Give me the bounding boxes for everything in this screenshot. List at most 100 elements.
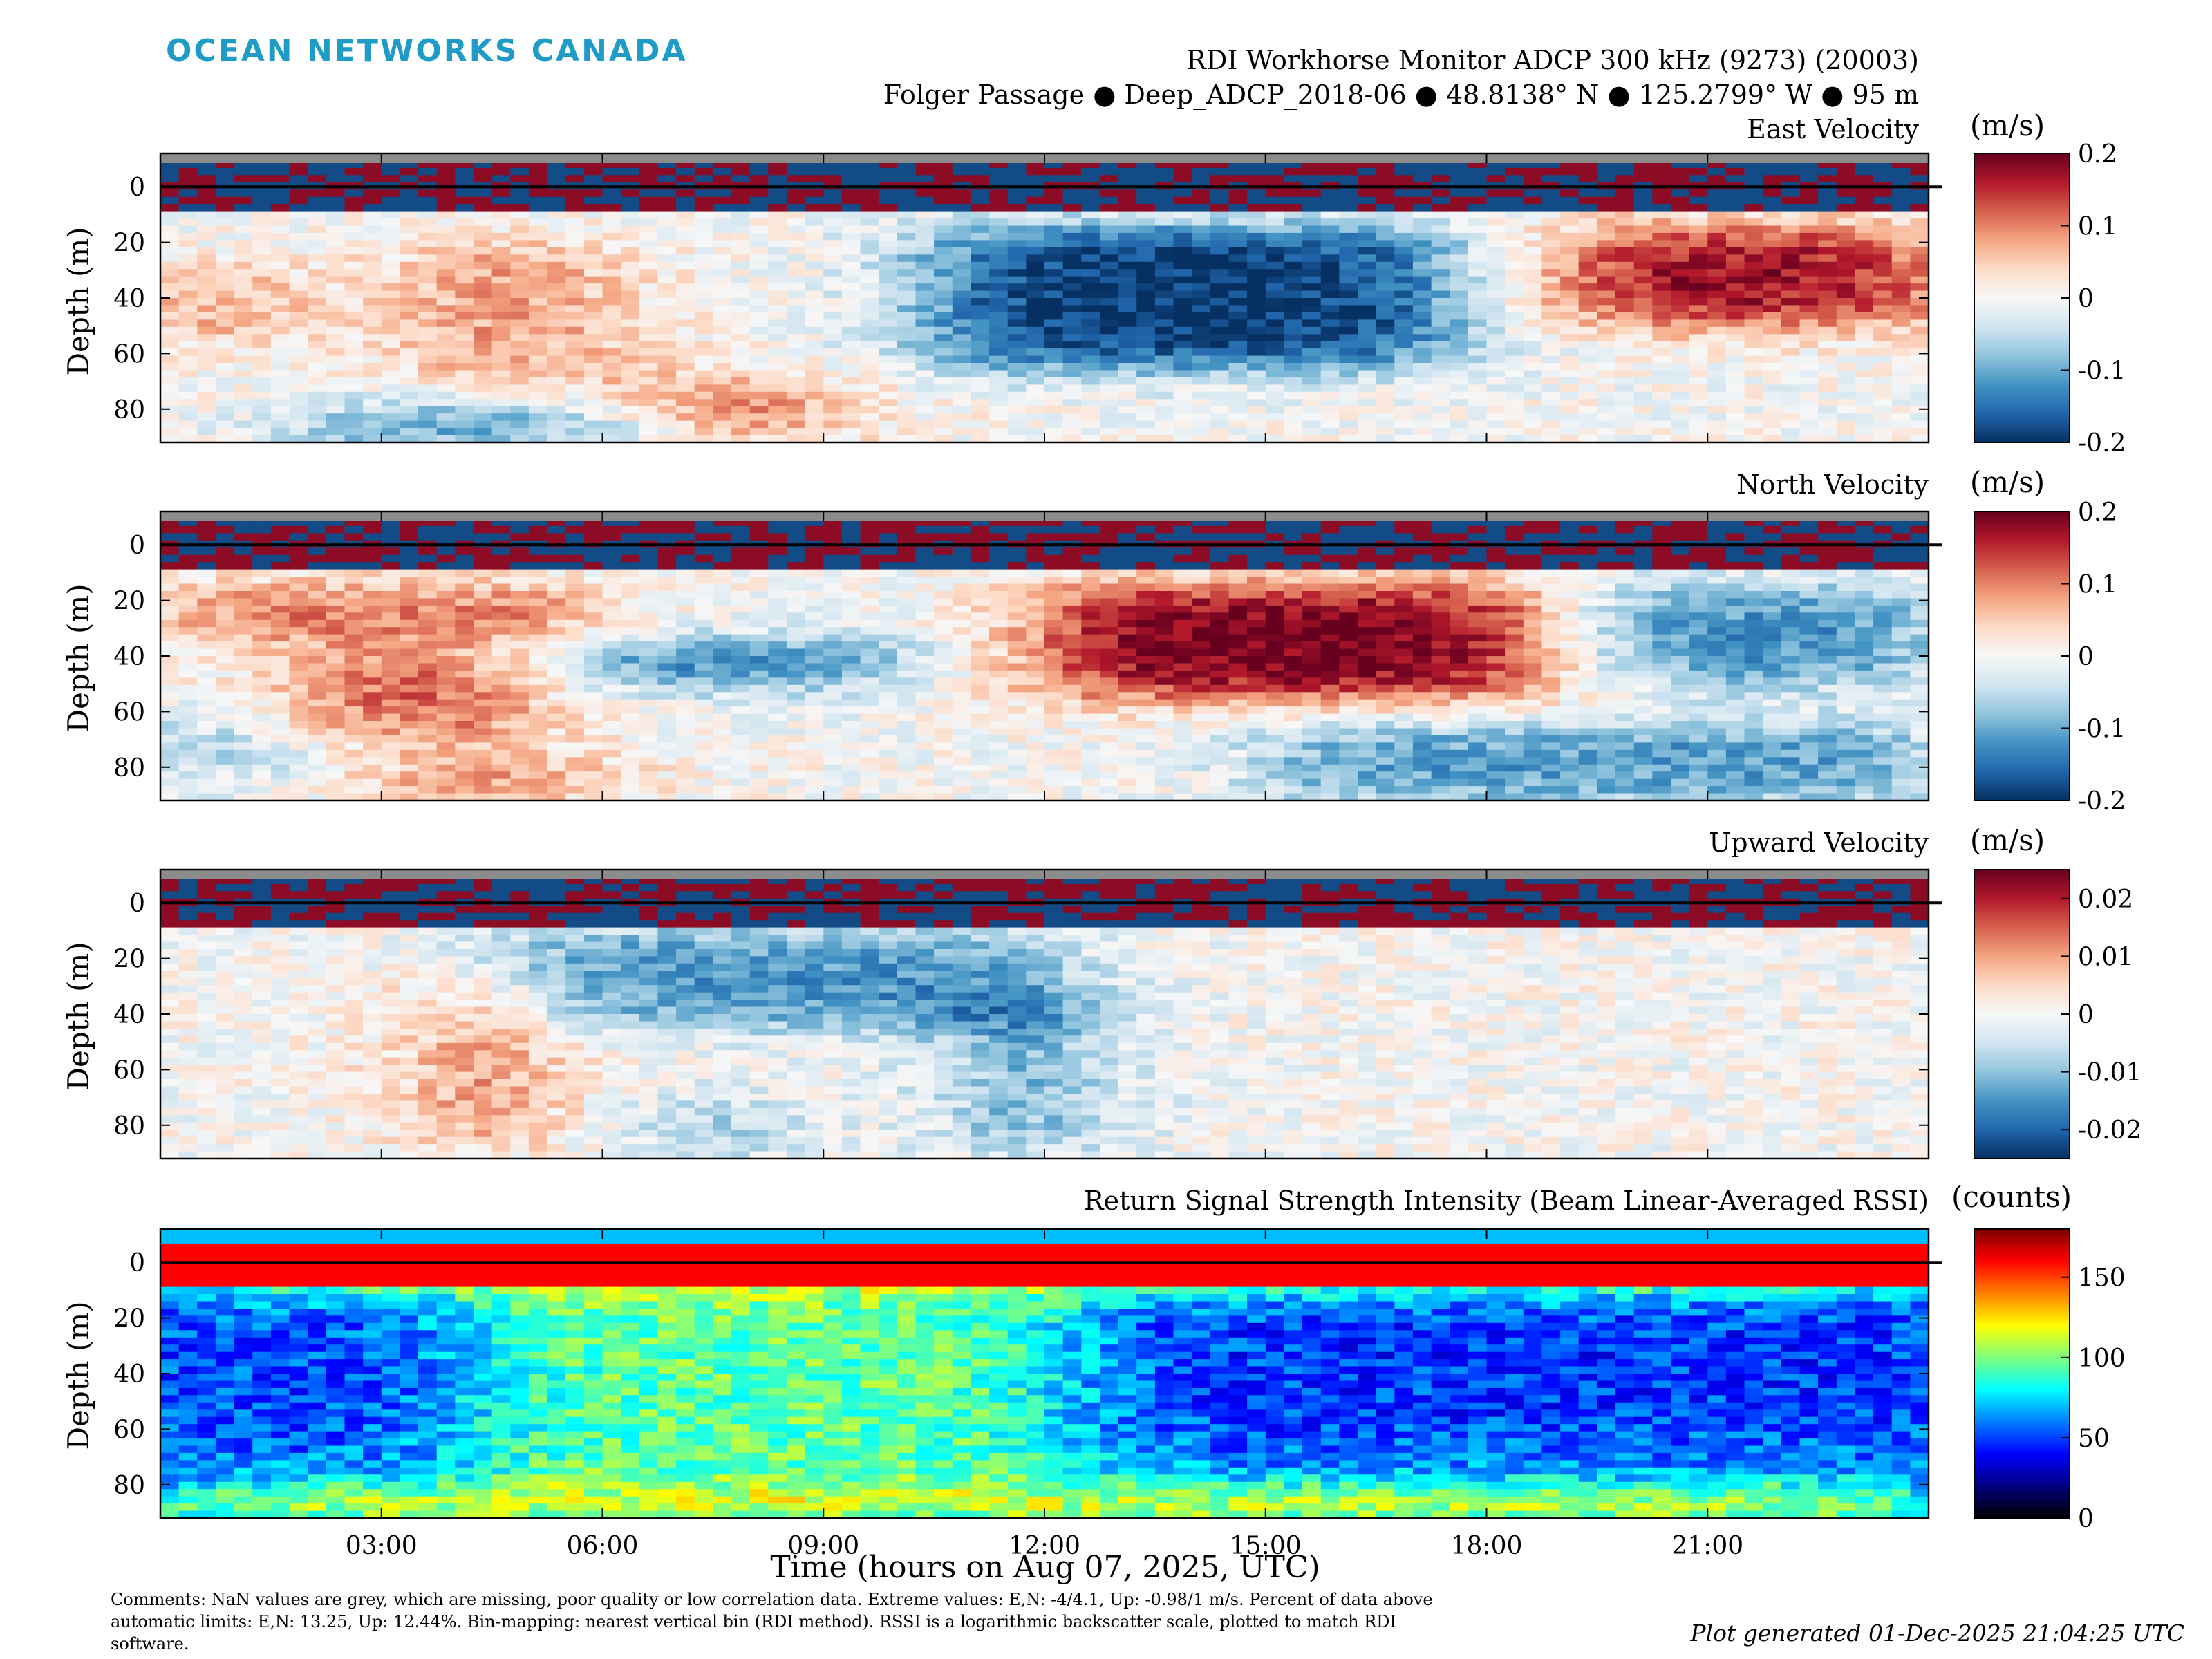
heatmap-cell [510, 435, 529, 443]
heatmap-cell [1855, 391, 1874, 400]
heatmap-cell [1062, 533, 1082, 541]
heatmap-cell [1173, 204, 1192, 212]
heatmap-cell [602, 420, 621, 429]
heatmap-cell [1358, 261, 1377, 270]
heatmap-cell [934, 283, 953, 292]
heatmap-cell [1633, 413, 1653, 422]
heatmap-cell [1597, 341, 1616, 349]
heatmap-cell [768, 370, 787, 378]
heatmap-cell [528, 533, 548, 541]
heatmap-cell [1302, 240, 1322, 248]
heatmap-cell [1154, 554, 1174, 563]
heatmap-cell [1486, 204, 1506, 212]
heatmap-cell [1689, 525, 1708, 534]
heatmap-cell [768, 399, 787, 407]
heatmap-cell [657, 326, 677, 335]
heatmap-cell [363, 160, 382, 169]
heatmap-cell [1725, 533, 1745, 541]
heatmap-cell [1173, 591, 1192, 599]
heatmap-cell [1818, 211, 1837, 219]
heatmap-cell [252, 399, 272, 407]
heatmap-cell [1836, 305, 1855, 313]
heatmap-cell [897, 305, 916, 313]
heatmap-cell [1376, 554, 1395, 563]
heatmap-cell [1855, 363, 1874, 371]
heatmap-cell [1136, 175, 1156, 183]
heatmap-cell [1173, 298, 1192, 306]
heatmap-cell [694, 406, 713, 414]
heatmap-cell [436, 406, 456, 414]
heatmap-cell [823, 175, 843, 183]
heatmap-cell [1836, 247, 1855, 255]
heatmap-cell [1671, 196, 1690, 205]
heatmap-cell [1247, 435, 1266, 443]
heatmap-cell [1044, 533, 1064, 541]
heatmap-cell [547, 225, 566, 234]
heatmap-cell [1118, 591, 1137, 599]
heatmap-cell [805, 160, 824, 169]
heatmap-cell [1247, 247, 1266, 255]
heatmap-cell [694, 420, 713, 429]
heatmap-cell [1302, 326, 1322, 335]
heatmap-cell [1541, 384, 1561, 393]
heatmap-cell [1486, 290, 1506, 299]
heatmap-cell [879, 391, 898, 400]
heatmap-cell [1818, 406, 1837, 414]
heatmap-cell [1744, 377, 1763, 385]
heatmap-cell [1578, 326, 1597, 335]
heatmap-cell [879, 399, 898, 407]
heatmap-cell [1431, 319, 1450, 328]
heatmap-cell [1339, 305, 1358, 313]
heatmap-cell [841, 435, 861, 443]
heatmap-cell [565, 247, 585, 255]
heatmap-cell [1450, 326, 1469, 335]
heatmap-cell [823, 384, 843, 393]
heatmap-cell [860, 247, 879, 255]
heatmap-cell [657, 305, 677, 313]
heatmap-cell [326, 247, 345, 255]
heatmap-cell [565, 384, 585, 393]
heatmap-cell [565, 348, 585, 357]
heatmap-cell [879, 569, 898, 577]
heatmap-cell [1192, 276, 1211, 284]
heatmap-cell [1007, 547, 1027, 556]
heatmap-cell [436, 276, 456, 284]
heatmap-cell [860, 240, 879, 248]
heatmap-cell [1302, 225, 1322, 234]
heatmap-cell [252, 370, 272, 378]
heatmap-cell [1136, 341, 1156, 349]
heatmap-cell [1210, 420, 1229, 429]
heatmap-cell [1799, 384, 1819, 393]
heatmap-cell [1725, 355, 1745, 364]
heatmap-cell [1560, 305, 1580, 313]
heatmap-cell [1523, 232, 1542, 241]
heatmap-cell [1523, 334, 1542, 342]
heatmap-cell [418, 204, 438, 212]
heatmap-cell [1358, 363, 1377, 371]
heatmap-cell [1026, 341, 1045, 349]
heatmap-cell [547, 232, 566, 241]
heatmap-cell [1597, 569, 1616, 577]
heatmap-cell [400, 384, 419, 393]
heatmap-cell [1910, 554, 1929, 563]
heatmap-cell [639, 240, 658, 248]
heatmap-cell [1431, 413, 1450, 422]
heatmap-cell [1026, 355, 1045, 364]
heatmap-cell [1081, 435, 1100, 443]
heatmap-cell [657, 391, 677, 400]
heatmap-cell [823, 189, 843, 198]
heatmap-cell [1320, 319, 1340, 328]
heatmap-cell [676, 370, 695, 378]
heatmap-cell [1873, 175, 1893, 183]
heatmap-cell [491, 435, 511, 443]
heatmap-cell [1873, 247, 1893, 255]
heatmap-cell [1763, 569, 1782, 577]
heatmap-cell [1265, 211, 1284, 219]
heatmap-cell [565, 326, 585, 335]
heatmap-cell [474, 413, 493, 422]
heatmap-cell [178, 312, 198, 320]
heatmap-cell [915, 204, 935, 212]
heatmap-cell [1781, 341, 1800, 349]
heatmap-cell [676, 428, 695, 436]
heatmap-cell [1192, 525, 1211, 534]
